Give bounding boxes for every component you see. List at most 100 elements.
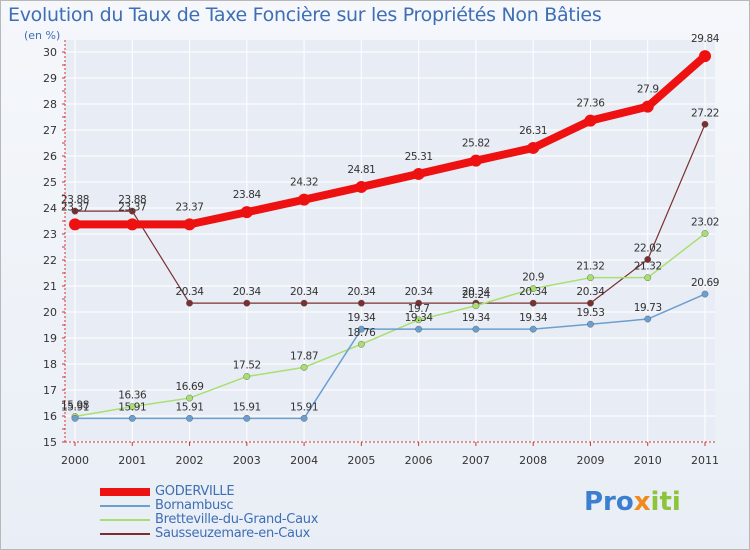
data-label-bretteville-du-grand-caux: 17.52 — [233, 359, 261, 371]
data-point-bornambusc[interactable] — [71, 414, 79, 422]
data-point-sausseuzemare-en-caux[interactable] — [644, 256, 652, 263]
x-tick-label: 2004 — [290, 454, 318, 467]
data-point-goderville[interactable] — [469, 154, 482, 167]
data-point-bretteville-du-grand-caux[interactable] — [587, 274, 594, 282]
data-point-bornambusc[interactable] — [128, 414, 136, 422]
x-tick-label: 2007 — [462, 454, 490, 467]
data-point-goderville[interactable] — [412, 167, 425, 180]
data-point-bornambusc[interactable] — [472, 325, 480, 333]
data-point-sausseuzemare-en-caux[interactable] — [701, 120, 709, 128]
data-point-bretteville-du-grand-caux[interactable] — [300, 363, 308, 371]
data-label-goderville: 25.31 — [405, 151, 433, 163]
y-unit-label: (en %) — [24, 29, 61, 42]
data-label-bornambusc: 19.73 — [634, 302, 662, 314]
data-point-bornambusc[interactable] — [186, 414, 193, 422]
proxiti-logo: Proxiti — [584, 487, 681, 517]
data-label-bretteville-du-grand-caux: 23.02 — [691, 216, 719, 228]
data-point-sausseuzemare-en-caux[interactable] — [243, 299, 251, 307]
data-point-bretteville-du-grand-caux[interactable] — [644, 274, 652, 282]
data-point-goderville[interactable] — [69, 218, 81, 231]
data-label-sausseuzemare-en-caux: 20.34 — [405, 286, 434, 298]
data-label-goderville: 27.9 — [637, 84, 659, 96]
data-point-bretteville-du-grand-caux[interactable] — [186, 394, 193, 402]
data-point-goderville[interactable] — [641, 100, 654, 113]
data-point-bretteville-du-grand-caux[interactable] — [357, 340, 365, 348]
x-tick-label: 2005 — [347, 454, 375, 467]
data-label-goderville: 26.31 — [519, 125, 547, 137]
legend-item-bornambusc[interactable]: Bornambusc — [100, 498, 500, 513]
data-label-bornambusc: 19.34 — [519, 312, 548, 324]
data-point-sausseuzemare-en-caux[interactable] — [415, 299, 423, 307]
data-label-goderville: 25.82 — [462, 138, 490, 150]
data-label-sausseuzemare-en-caux: 20.34 — [462, 286, 491, 298]
data-point-sausseuzemare-en-caux[interactable] — [128, 207, 136, 215]
data-point-goderville[interactable] — [126, 218, 139, 231]
x-tick-label: 2009 — [576, 454, 604, 467]
data-point-goderville[interactable] — [699, 50, 711, 63]
data-label-bornambusc: 15.91 — [61, 401, 89, 413]
data-point-bretteville-du-grand-caux[interactable] — [415, 316, 423, 324]
data-label-goderville: 23.37 — [61, 201, 89, 213]
data-point-bretteville-du-grand-caux[interactable] — [472, 302, 480, 310]
data-point-goderville[interactable] — [355, 180, 368, 193]
data-point-bretteville-du-grand-caux[interactable] — [243, 373, 251, 380]
x-tick-label: 2011 — [691, 454, 719, 467]
y-tick-label: 27 — [43, 124, 57, 137]
data-point-bornambusc[interactable] — [300, 414, 308, 422]
legend-item-sausseuzemare[interactable]: Sausseuzemare-en-Caux — [100, 526, 500, 541]
legend-swatch-bornambusc — [100, 505, 150, 507]
data-point-goderville[interactable] — [240, 206, 253, 219]
data-point-bornambusc[interactable] — [587, 320, 594, 328]
data-label-bretteville-du-grand-caux: 19.7 — [408, 303, 430, 315]
data-label-bornambusc: 15.91 — [233, 401, 261, 413]
data-label-bornambusc: 19.34 — [405, 312, 434, 324]
y-tick-label: 22 — [43, 254, 57, 267]
data-label-bornambusc: 19.34 — [462, 312, 491, 324]
data-label-bretteville-du-grand-caux: 21.32 — [576, 261, 604, 273]
data-point-sausseuzemare-en-caux[interactable] — [529, 299, 537, 307]
data-label-goderville: 27.36 — [576, 98, 605, 110]
x-tick-label: 2001 — [118, 454, 146, 467]
data-label-sausseuzemare-en-caux: 20.34 — [347, 286, 376, 298]
legend-label-bretteville: Bretteville-du-Grand-Caux — [155, 512, 319, 527]
data-label-bornambusc: 15.91 — [118, 401, 146, 413]
series-line-sausseuzemare-en-caux — [74, 123, 706, 304]
data-point-bretteville-du-grand-caux[interactable] — [701, 230, 709, 237]
data-point-sausseuzemare-en-caux[interactable] — [71, 207, 79, 215]
data-point-sausseuzemare-en-caux[interactable] — [357, 299, 365, 307]
data-point-sausseuzemare-en-caux[interactable] — [300, 299, 308, 307]
data-point-goderville[interactable] — [527, 141, 540, 154]
data-label-goderville: 24.32 — [290, 177, 318, 189]
legend-label-sausseuzemare: Sausseuzemare-en-Caux — [155, 526, 311, 541]
y-tick-label: 30 — [43, 46, 57, 59]
data-label-bretteville-du-grand-caux: 18.76 — [347, 327, 376, 339]
data-label-bretteville-du-grand-caux: 16.36 — [118, 390, 147, 402]
data-point-bornambusc[interactable] — [529, 325, 537, 333]
data-point-goderville[interactable] — [183, 218, 196, 231]
data-point-sausseuzemare-en-caux[interactable] — [587, 299, 594, 307]
data-point-goderville[interactable] — [584, 114, 597, 127]
legend-label-goderville: GODERVILLE — [155, 484, 235, 499]
data-point-bornambusc[interactable] — [243, 414, 251, 422]
data-point-goderville[interactable] — [298, 193, 311, 206]
data-label-bornambusc: 15.91 — [290, 401, 318, 413]
data-point-bornambusc[interactable] — [644, 315, 652, 323]
data-point-bretteville-du-grand-caux[interactable] — [128, 403, 136, 411]
legend-item-bretteville[interactable]: Bretteville-du-Grand-Caux — [100, 512, 500, 527]
y-tick-label: 26 — [43, 150, 57, 163]
data-label-sausseuzemare-en-caux: 20.34 — [233, 286, 262, 298]
data-point-bornambusc[interactable] — [701, 290, 709, 298]
data-point-sausseuzemare-en-caux[interactable] — [186, 299, 193, 307]
logo-part-pro: Pro — [584, 487, 634, 517]
data-point-bornambusc[interactable] — [415, 325, 423, 333]
data-label-bornambusc: 15.91 — [176, 401, 204, 413]
y-tick-label: 19 — [43, 332, 57, 345]
plot-area — [65, 40, 715, 442]
data-point-bornambusc[interactable] — [357, 325, 365, 333]
legend-item-goderville[interactable]: GODERVILLE — [100, 484, 500, 499]
x-tick-label: 2008 — [519, 454, 547, 467]
y-tick-label: 29 — [43, 72, 57, 85]
data-point-bretteville-du-grand-caux[interactable] — [529, 285, 537, 292]
data-label-sausseuzemare-en-caux: 27.22 — [691, 107, 719, 119]
